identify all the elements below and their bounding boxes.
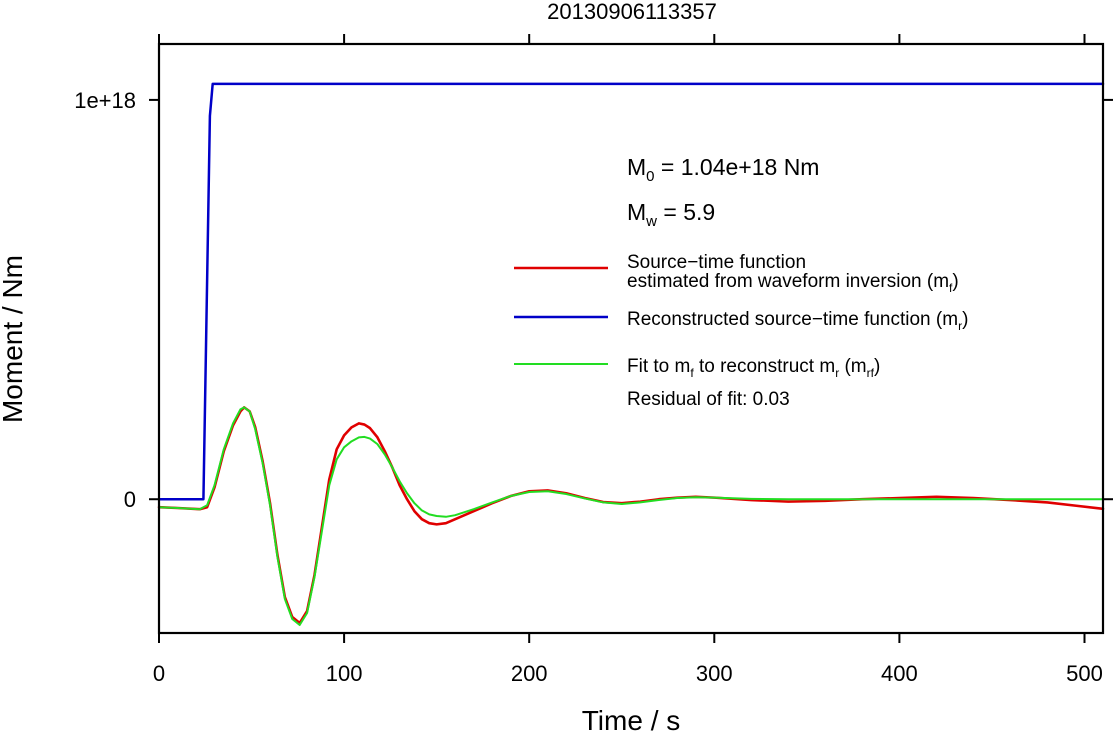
- series-line-fit: [158, 406, 1104, 627]
- m0-value: = 1.04e+18 Nm: [655, 154, 820, 180]
- y-axis-title: Moment / Nm: [0, 255, 28, 423]
- legend-estimated-end: ): [952, 271, 958, 292]
- chart-title: 20130906113357: [547, 0, 717, 24]
- mw-value: = 5.9: [657, 199, 715, 225]
- legend-label-estimated-line1: Source−time function: [627, 252, 806, 273]
- moment-magnitude-annotation: Mw = 5.9: [627, 199, 715, 230]
- m0-subscript: 0: [646, 168, 654, 185]
- y-tick-label: 1e+18: [74, 88, 136, 113]
- x-tick-label: 300: [696, 661, 733, 686]
- legend-fit-p3: (m: [839, 356, 866, 377]
- x-tick-label: 200: [511, 661, 548, 686]
- legend-reconstructed-main: Reconstructed source−time function (m: [627, 309, 958, 330]
- legend-label-reconstructed: Reconstructed source−time function (mr): [627, 309, 968, 333]
- legend-fit-p4: ): [874, 356, 880, 377]
- series-line-reconstructed: [157, 82, 1105, 501]
- legend-reconstructed-sub: r: [958, 319, 962, 333]
- mw-symbol: M: [627, 199, 646, 225]
- x-tick-label: 0: [153, 661, 165, 686]
- mw-subscript: w: [645, 213, 657, 230]
- legend-reconstructed-end: ): [962, 309, 968, 330]
- x-tick-label: 400: [881, 661, 918, 686]
- x-tick-label: 100: [326, 661, 363, 686]
- x-axis-title: Time / s: [582, 705, 681, 734]
- y-tick-label: 0: [124, 487, 136, 512]
- legend-fit-s1: f: [690, 366, 694, 380]
- legend-estimated-main: estimated from waveform inversion (m: [627, 271, 949, 292]
- m0-symbol: M: [627, 154, 646, 180]
- legend-fit-p2: to reconstruct m: [694, 356, 836, 377]
- legend-label-estimated-line2: estimated from waveform inversion (mf): [627, 271, 959, 295]
- seismic-moment-annotation: M0 = 1.04e+18 Nm: [627, 154, 819, 185]
- tick-layer: 0 100 200 300 400 500 0 1e+18: [74, 34, 1113, 686]
- series-layer: [157, 82, 1105, 627]
- residual-annotation: Residual of fit: 0.03: [627, 389, 790, 410]
- legend-fit-p1: Fit to m: [627, 356, 690, 377]
- legend-fit-s3: rf: [867, 366, 875, 380]
- legend-estimated-sub: f: [949, 281, 953, 295]
- x-tick-label: 500: [1066, 661, 1103, 686]
- legend-fit-s2: r: [835, 366, 839, 380]
- plot-frame: [157, 42, 1105, 635]
- legend: Source−time function estimated from wave…: [514, 252, 968, 410]
- legend-label-fit: Fit to mf to reconstruct mr (mrf): [627, 356, 880, 380]
